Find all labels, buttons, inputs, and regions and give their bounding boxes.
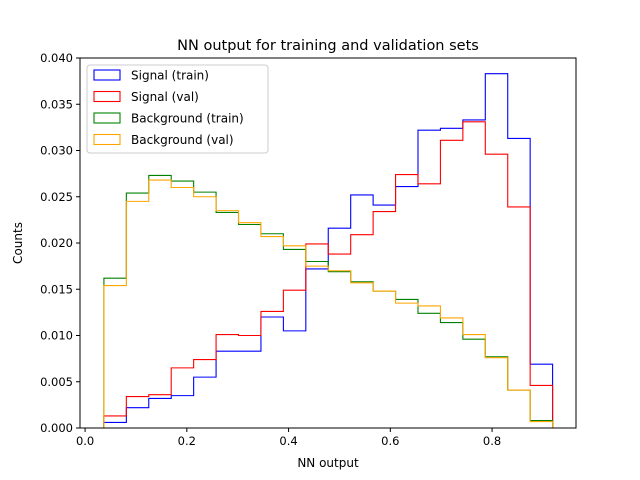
x-tick-label: 0.0 — [76, 434, 94, 448]
y-tick-label: 0.040 — [40, 51, 73, 65]
y-tick-label: 0.020 — [40, 236, 73, 250]
legend-swatch — [93, 133, 121, 146]
y-tick-label: 0.035 — [40, 97, 73, 111]
y-tick-label: 0.005 — [40, 375, 73, 389]
legend-label: Signal (val) — [131, 90, 199, 104]
series-layer — [103, 73, 554, 428]
x-axis-ticks: 0.0 0.2 0.4 0.6 0.8 — [76, 428, 501, 448]
y-tick-label: 0.030 — [40, 144, 73, 158]
legend: Signal (train) Signal (val) Background (tr… — [86, 64, 269, 154]
chart-title: NN output for training and validation se… — [177, 38, 479, 54]
x-tick-label: 0.2 — [178, 434, 196, 448]
x-tick-label: 0.4 — [279, 434, 297, 448]
x-tick-label: 0.8 — [483, 434, 501, 448]
legend-swatch — [93, 69, 121, 81]
x-axis-label: NN output — [297, 456, 359, 470]
y-axis-ticks: 0.000 0.005 0.010 0.015 0.020 0.025 0.030 0.035… — [40, 51, 80, 435]
legend-label: Background (val) — [131, 133, 234, 147]
y-tick-label: 0.000 — [40, 421, 73, 435]
y-tick-label: 0.025 — [40, 190, 73, 204]
series-0-histogram — [103, 73, 554, 428]
legend-label: Signal (train) — [131, 69, 209, 83]
series-3-histogram — [103, 179, 554, 428]
y-tick-label: 0.010 — [40, 329, 73, 343]
series-1-histogram — [103, 121, 554, 428]
legend-label: Background (train) — [131, 112, 244, 126]
x-tick-label: 0.6 — [381, 434, 399, 448]
y-axis-label: Counts — [11, 222, 25, 264]
legend-box — [86, 64, 269, 154]
y-tick-label: 0.015 — [40, 282, 73, 296]
legend-swatch — [93, 90, 121, 103]
legend-swatch — [93, 112, 121, 124]
